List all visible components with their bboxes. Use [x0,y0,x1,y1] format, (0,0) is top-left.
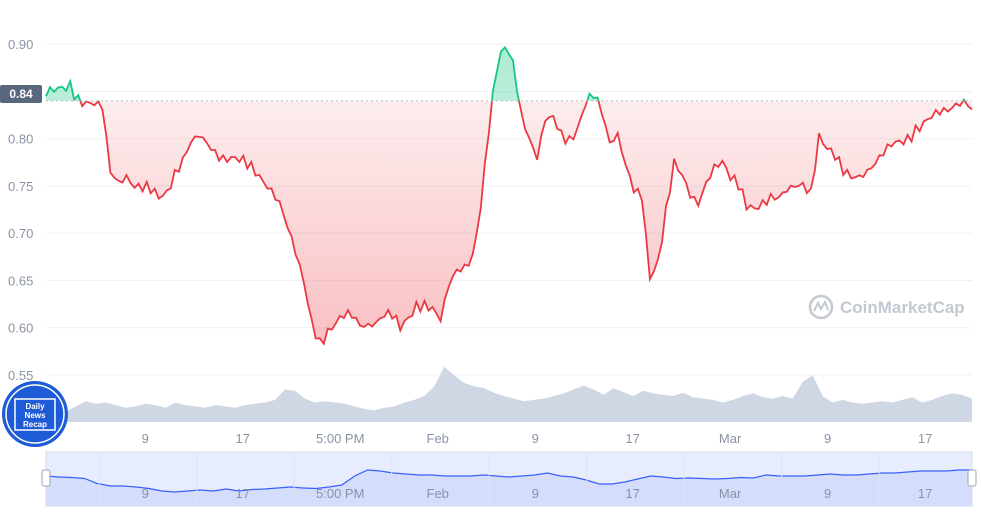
navigator-tick-label: 17 [625,486,639,501]
price-line-below [73,100,973,346]
x-tick-label: 17 [918,431,932,446]
x-tick-label: 5:00 PM [316,431,364,446]
y-tick-label: 0.70 [8,226,33,241]
daily-news-recap-logo: Daily News Recap [2,381,68,447]
navigator-handle-left[interactable] [41,469,51,487]
navigator-tick-label: 5:00 PM [316,486,364,501]
x-tick-label: 17 [625,431,639,446]
y-tick-label: 0.65 [8,273,33,288]
y-tick-label: 0.55 [8,368,33,383]
navigator-tick-label: Mar [719,486,742,501]
y-tick-label: 0.80 [8,132,33,147]
grid-lines [46,43,972,376]
navigator-line [45,469,972,493]
y-tick-label: 0.75 [8,179,33,194]
coinmarketcap-watermark: CoinMarketCap [808,294,965,320]
price-area [45,45,973,346]
navigator-tick-label: 17 [236,486,250,501]
navigator-tick-label: Feb [427,486,449,501]
reference-price-badge: 0.84 [0,85,42,103]
reference-price-label: 0.84 [9,87,33,101]
logo-line-3: Recap [23,420,47,429]
volume-area [46,366,972,422]
x-tick-label: Mar [719,431,742,446]
navigator-tick-label: 9 [824,486,831,501]
navigator-area [46,470,972,506]
x-tick-label: 9 [824,431,831,446]
x-tick-label: 9 [142,431,149,446]
price-line-above [45,45,966,101]
navigator-handle-right[interactable] [967,469,977,487]
y-tick-label: 0.60 [8,321,33,336]
volume-fill [46,366,972,422]
y-tick-label: 0.90 [8,37,33,52]
x-tick-label: 9 [532,431,539,446]
logo-line-1: Daily [25,402,45,411]
navigator-tick-label: 9 [532,486,539,501]
x-tick-label: Feb [427,431,449,446]
watermark-text: CoinMarketCap [840,298,965,317]
navigator-tick-label: 9 [142,486,149,501]
x-tick-label: 17 [236,431,250,446]
range-navigator[interactable]: 9 17 5:00 PM Feb 9 17 Mar 9 17 [41,451,977,507]
below-reference-fill [80,100,972,344]
above-reference-fill [46,47,972,101]
logo-line-2: News [25,411,46,420]
navigator-tick-label: 17 [918,486,932,501]
x-axis-ticks: 9 17 5:00 PM Feb 9 17 Mar 9 17 [142,431,933,446]
